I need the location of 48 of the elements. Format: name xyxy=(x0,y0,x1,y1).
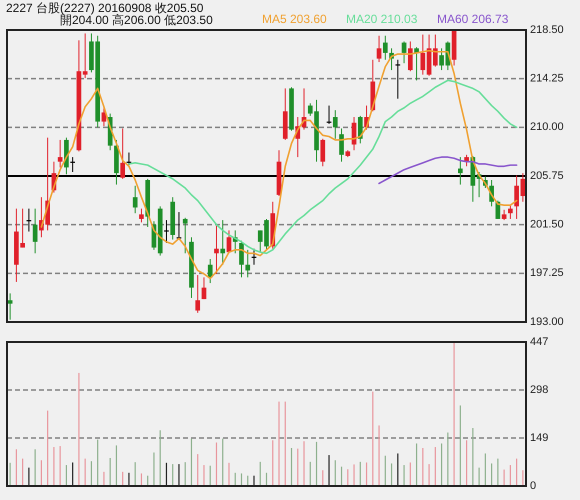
candlestick xyxy=(402,40,406,64)
y-tick-label: 149 xyxy=(530,432,548,444)
candlestick xyxy=(320,138,326,167)
candlestick xyxy=(376,35,382,63)
candlestick xyxy=(32,208,38,254)
candlestick xyxy=(214,225,219,274)
candlestick xyxy=(139,208,144,223)
y-tick-label: 218.50 xyxy=(530,24,564,36)
candlestick xyxy=(239,240,244,278)
y-tick-label: 201.50 xyxy=(530,218,564,231)
candlestick xyxy=(208,258,213,284)
candlestick xyxy=(8,292,12,320)
candlestick xyxy=(502,209,506,221)
candlestick xyxy=(195,274,200,314)
candlestick xyxy=(458,156,463,186)
candlestick xyxy=(508,204,513,220)
y-tick-label: 193.00 xyxy=(530,316,564,328)
text: MA20 210.03 xyxy=(346,12,418,26)
chart-subtitle: 開204.00 高206.00 低203.50 xyxy=(60,13,214,27)
candlestick xyxy=(102,106,106,127)
candlestick xyxy=(58,139,62,168)
candlestick xyxy=(70,156,75,172)
candlestick xyxy=(26,208,32,232)
candlestick xyxy=(252,248,256,266)
candlestick xyxy=(382,35,388,60)
chart-title: 2227 台股(2227) 20160908 收205.50 xyxy=(6,1,204,15)
y-tick-label: 0 xyxy=(530,480,536,492)
y-tick-label: 214.25 xyxy=(530,72,564,85)
candlestick xyxy=(326,105,332,124)
line-series xyxy=(378,156,518,184)
candlestick xyxy=(220,220,226,266)
candlestick xyxy=(332,110,338,140)
candlestick xyxy=(20,208,25,248)
candlestick xyxy=(132,185,138,214)
text: MA5 203.60 xyxy=(262,12,328,26)
candlestick xyxy=(245,249,250,278)
candlestick xyxy=(202,276,206,300)
text: MA60 206.73 xyxy=(437,12,509,26)
y-tick-label: 197.25 xyxy=(530,267,564,280)
candlestick xyxy=(126,152,132,166)
candlestick xyxy=(182,217,188,254)
candlestick xyxy=(352,116,356,151)
y-tick-label: 298 xyxy=(530,384,548,396)
candlestick xyxy=(339,128,344,162)
y-tick-label: 447 xyxy=(530,336,548,348)
y-tick-label: 210.00 xyxy=(530,121,564,134)
y-tick-label: 205.75 xyxy=(530,170,564,182)
candlestick xyxy=(120,128,126,180)
